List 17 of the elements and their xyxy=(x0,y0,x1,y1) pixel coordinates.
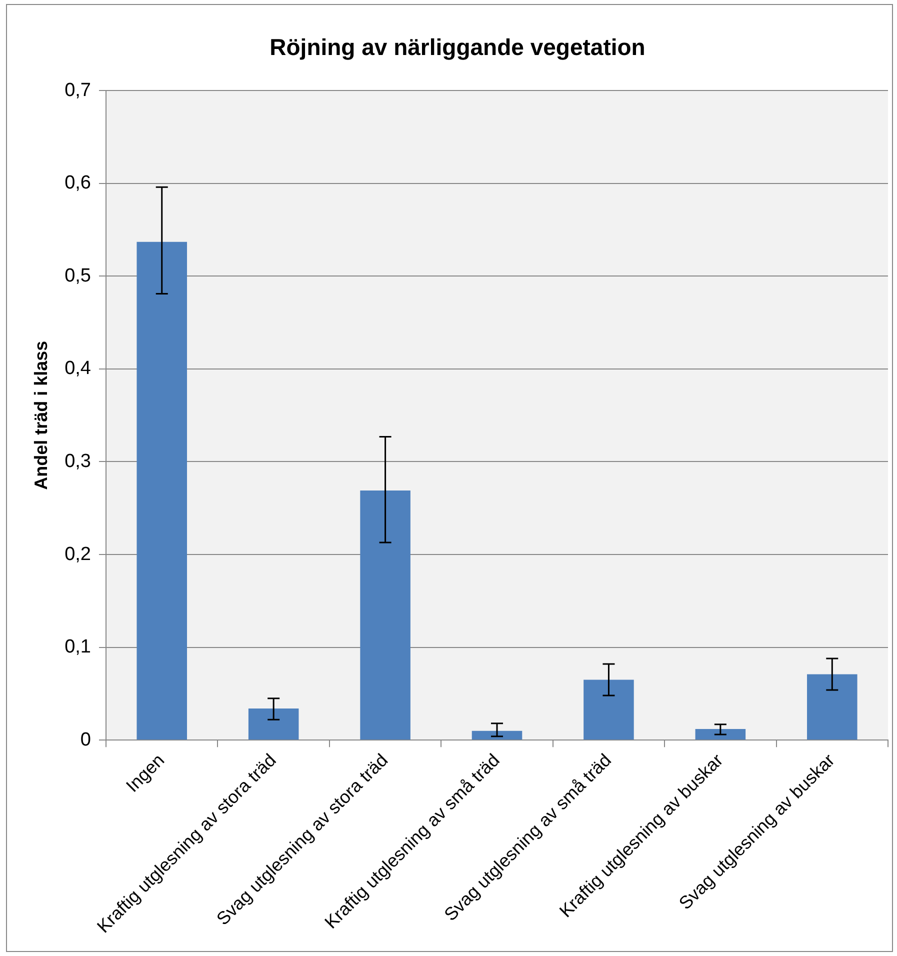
bar xyxy=(807,674,858,740)
y-tick-label: 0,1 xyxy=(64,636,92,658)
y-tick-label: 0,2 xyxy=(64,544,92,565)
y-axis-title: Andel träd i klass xyxy=(30,340,51,490)
bar xyxy=(584,680,634,740)
bar xyxy=(360,490,410,740)
y-tick-label: 0,7 xyxy=(64,80,92,101)
y-tick-label: 0,6 xyxy=(64,172,92,194)
y-tick-label: 0,4 xyxy=(64,358,92,380)
bar xyxy=(695,728,746,740)
bar xyxy=(248,708,299,740)
bar xyxy=(472,730,522,740)
y-tick-label: 0 xyxy=(80,729,92,750)
y-tick-label: 0,3 xyxy=(64,450,92,472)
bar xyxy=(136,242,188,740)
chart-title: Röjning av närliggande vegetation xyxy=(270,34,646,60)
y-tick-label: 0,5 xyxy=(64,265,92,286)
